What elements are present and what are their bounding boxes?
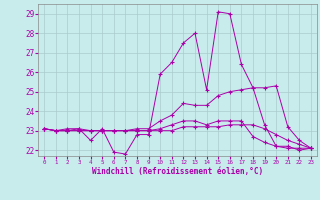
X-axis label: Windchill (Refroidissement éolien,°C): Windchill (Refroidissement éolien,°C) [92, 167, 263, 176]
